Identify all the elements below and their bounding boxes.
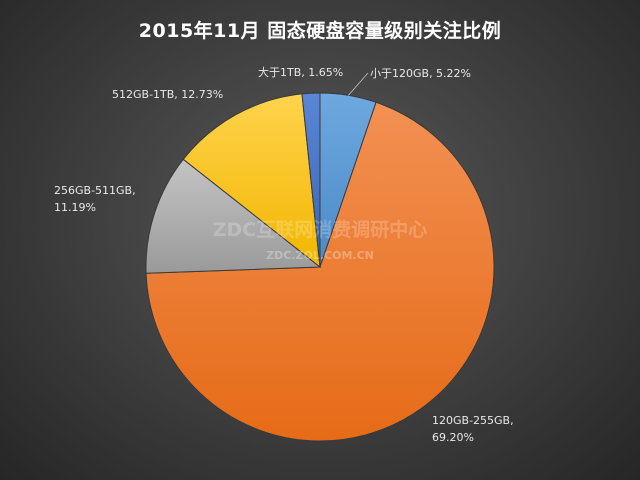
data-label: 大于1TB, 1.65%: [258, 65, 343, 79]
watermark-url: ZDC.ZOL.COM.CN: [266, 249, 374, 262]
pie-slice: [145, 158, 322, 274]
watermark-text: ZDC互联网消费调研中心: [213, 218, 428, 241]
data-label: 512GB-1TB, 12.73%: [112, 88, 223, 101]
pie-slice: [301, 92, 321, 268]
data-label: 120GB-255GB, 69.20%: [432, 414, 514, 444]
chart-title: 2015年11月 固态硬盘容量级别关注比例: [138, 20, 502, 42]
pie-slice: [182, 93, 321, 269]
pie-slice: [145, 101, 495, 442]
data-label: 256GB-511GB, 11.19%: [54, 184, 136, 214]
data-label: 小于120GB, 5.22%: [370, 67, 471, 80]
leader-line: [348, 72, 369, 96]
